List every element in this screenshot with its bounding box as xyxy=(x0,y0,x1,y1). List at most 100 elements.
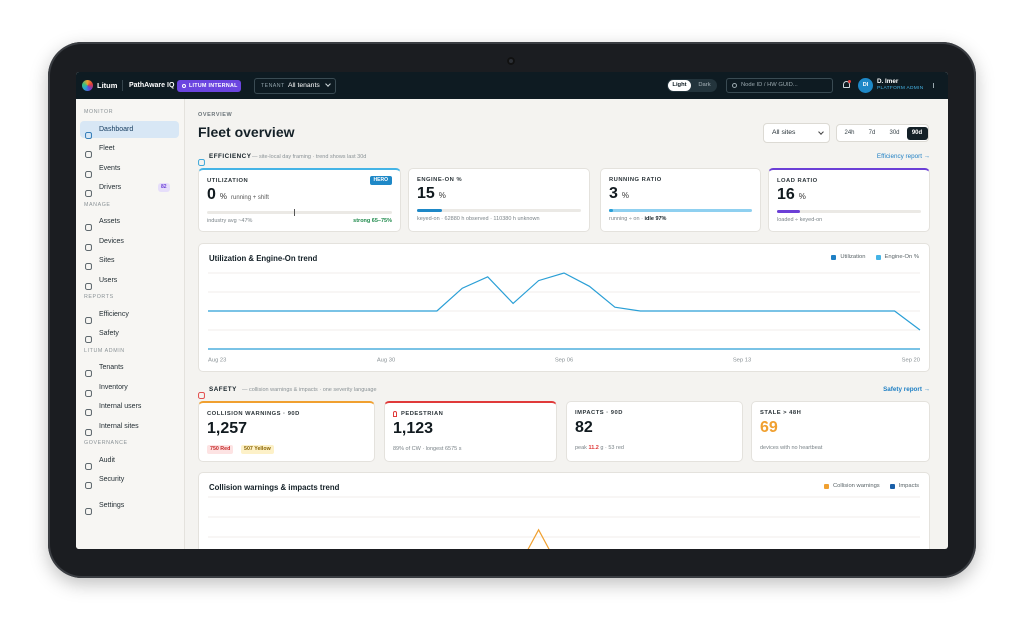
progress-track xyxy=(417,209,581,212)
card-note: running ÷ on · idle 97% xyxy=(609,216,666,222)
badge-text: LITUM INTERNAL xyxy=(189,83,238,89)
nav-label: Dashboard xyxy=(99,125,134,133)
note-text: g · 53 red xyxy=(598,445,624,451)
eyebrow: OVERVIEW xyxy=(198,112,233,118)
icon xyxy=(85,403,92,421)
card-note: loaded ÷ keyed-on xyxy=(777,217,823,223)
legend: Collision warnings Impacts xyxy=(823,483,919,489)
icon xyxy=(85,311,92,329)
value-row: 3% xyxy=(609,185,629,205)
camera xyxy=(507,57,515,65)
avatar[interactable]: DI xyxy=(858,78,873,93)
icon-glyph xyxy=(85,131,92,139)
progress-track xyxy=(609,209,752,212)
metric-card: LOAD RATIO 16% loaded ÷ keyed-on xyxy=(768,168,930,232)
nav-item[interactable]: Security xyxy=(80,471,179,489)
nav-item[interactable]: Users xyxy=(80,272,179,290)
card-note: keyed-on · 62880 h observed · 110380 h u… xyxy=(417,216,540,222)
metric-value: 0 xyxy=(207,186,216,203)
progress-track xyxy=(207,209,392,216)
icon-glyph xyxy=(85,336,92,343)
search-box[interactable]: Node ID / HW GUID... xyxy=(726,78,833,93)
icon xyxy=(85,476,92,494)
nav-item[interactable]: Events xyxy=(80,160,179,178)
icon xyxy=(85,218,92,236)
nav-label: Inventory xyxy=(99,383,128,391)
nav-label: Security xyxy=(99,476,125,483)
metric-card: STALE > 48H 69 devices with no heartbeat xyxy=(751,401,930,462)
range-button[interactable]: 7d xyxy=(868,129,876,136)
range-button[interactable]: 24h xyxy=(844,129,855,136)
nav-item[interactable]: Efficiency xyxy=(80,306,179,324)
brand: Litum xyxy=(97,81,118,90)
chevron xyxy=(818,129,824,135)
chevron xyxy=(325,81,331,87)
icon xyxy=(85,257,92,275)
progress-track xyxy=(777,210,921,213)
nav-item[interactable]: Assets xyxy=(80,213,179,231)
nav-item[interactable]: Internal sites xyxy=(80,418,179,436)
nav-item[interactable]: Drivers 82 xyxy=(80,179,179,197)
nav-item[interactable]: Safety xyxy=(80,325,179,343)
search-placeholder: Node ID / HW GUID... xyxy=(741,82,798,88)
section-link[interactable]: Efficiency report → xyxy=(876,153,930,160)
metric-suffix: running + shift xyxy=(231,195,269,201)
badge-dot xyxy=(182,84,186,88)
card-label: COLLISION WARNINGS · 90D xyxy=(207,411,300,417)
icon-glyph xyxy=(85,462,92,470)
metric-unit: % xyxy=(219,192,228,201)
nav-item[interactable]: Tenants xyxy=(80,359,179,377)
metric-card: UTILIZATION HERO 0% running + shift industry… xyxy=(198,168,401,232)
nav-item[interactable]: Inventory xyxy=(80,379,179,397)
benchmark-marker xyxy=(293,209,295,216)
nav-item[interactable]: Settings xyxy=(80,497,179,515)
icon xyxy=(85,423,92,441)
section-title: EFFICIENCY xyxy=(209,153,252,160)
card-label: IMPACTS · 90D xyxy=(575,410,623,416)
theme-option[interactable]: Light xyxy=(668,80,691,91)
nav-badge: 82 xyxy=(158,183,170,192)
progress-fill xyxy=(609,209,614,212)
note-text: devices with no heartbeat xyxy=(760,445,823,451)
nav-label: Tenants xyxy=(99,364,124,371)
metric-value: 1,257 xyxy=(207,420,248,437)
icon-glyph xyxy=(85,482,92,489)
chart-panel: Utilization & Engine-On trend Utilization… xyxy=(198,243,930,372)
bell xyxy=(843,81,850,88)
legend-label: Utilization xyxy=(840,254,866,260)
nav-item[interactable]: Dashboard xyxy=(80,120,179,139)
site-filter-label: All sites xyxy=(772,129,796,136)
card-note: peak 11.2 g · 53 red xyxy=(575,445,624,451)
card-label: ENGINE-ON % xyxy=(417,177,463,183)
section-title: SAFETY xyxy=(209,386,237,393)
icon-glyph xyxy=(85,370,92,377)
page-title: Fleet overview xyxy=(198,124,295,140)
nav-item[interactable]: Audit xyxy=(80,452,179,470)
product: PathAware IQ xyxy=(129,82,175,89)
theme-option[interactable]: Dark xyxy=(698,82,711,88)
nav-item[interactable]: Internal users xyxy=(80,398,179,416)
legend-item: Utilization xyxy=(831,254,866,260)
site-filter[interactable]: All sites xyxy=(763,123,830,143)
value-row: 15% xyxy=(417,185,446,205)
nav-label: Assets xyxy=(99,218,121,225)
icon-glyph xyxy=(198,392,205,399)
range-button[interactable]: 90d xyxy=(906,126,928,140)
metric-value: 3 xyxy=(609,185,618,202)
section-link[interactable]: Safety report → xyxy=(883,386,930,393)
metric-value: 15 xyxy=(417,185,435,202)
metric-value: 82 xyxy=(575,419,593,436)
nav-item[interactable]: Fleet xyxy=(80,140,179,158)
icon xyxy=(85,502,92,520)
icon-glyph xyxy=(85,507,92,515)
metric-unit: % xyxy=(621,191,630,200)
notifications[interactable] xyxy=(842,80,851,90)
metric-unit: % xyxy=(798,192,806,201)
range-button[interactable]: 30d xyxy=(889,129,900,136)
tenant-select[interactable]: TENANT All tenants xyxy=(254,78,336,94)
nav-item[interactable]: Sites xyxy=(80,252,179,270)
legend-label: Impacts xyxy=(898,483,919,489)
nav-item[interactable]: Devices xyxy=(80,233,179,251)
section-title: GOVERNANCE xyxy=(84,440,128,446)
progress-fill xyxy=(417,209,442,212)
